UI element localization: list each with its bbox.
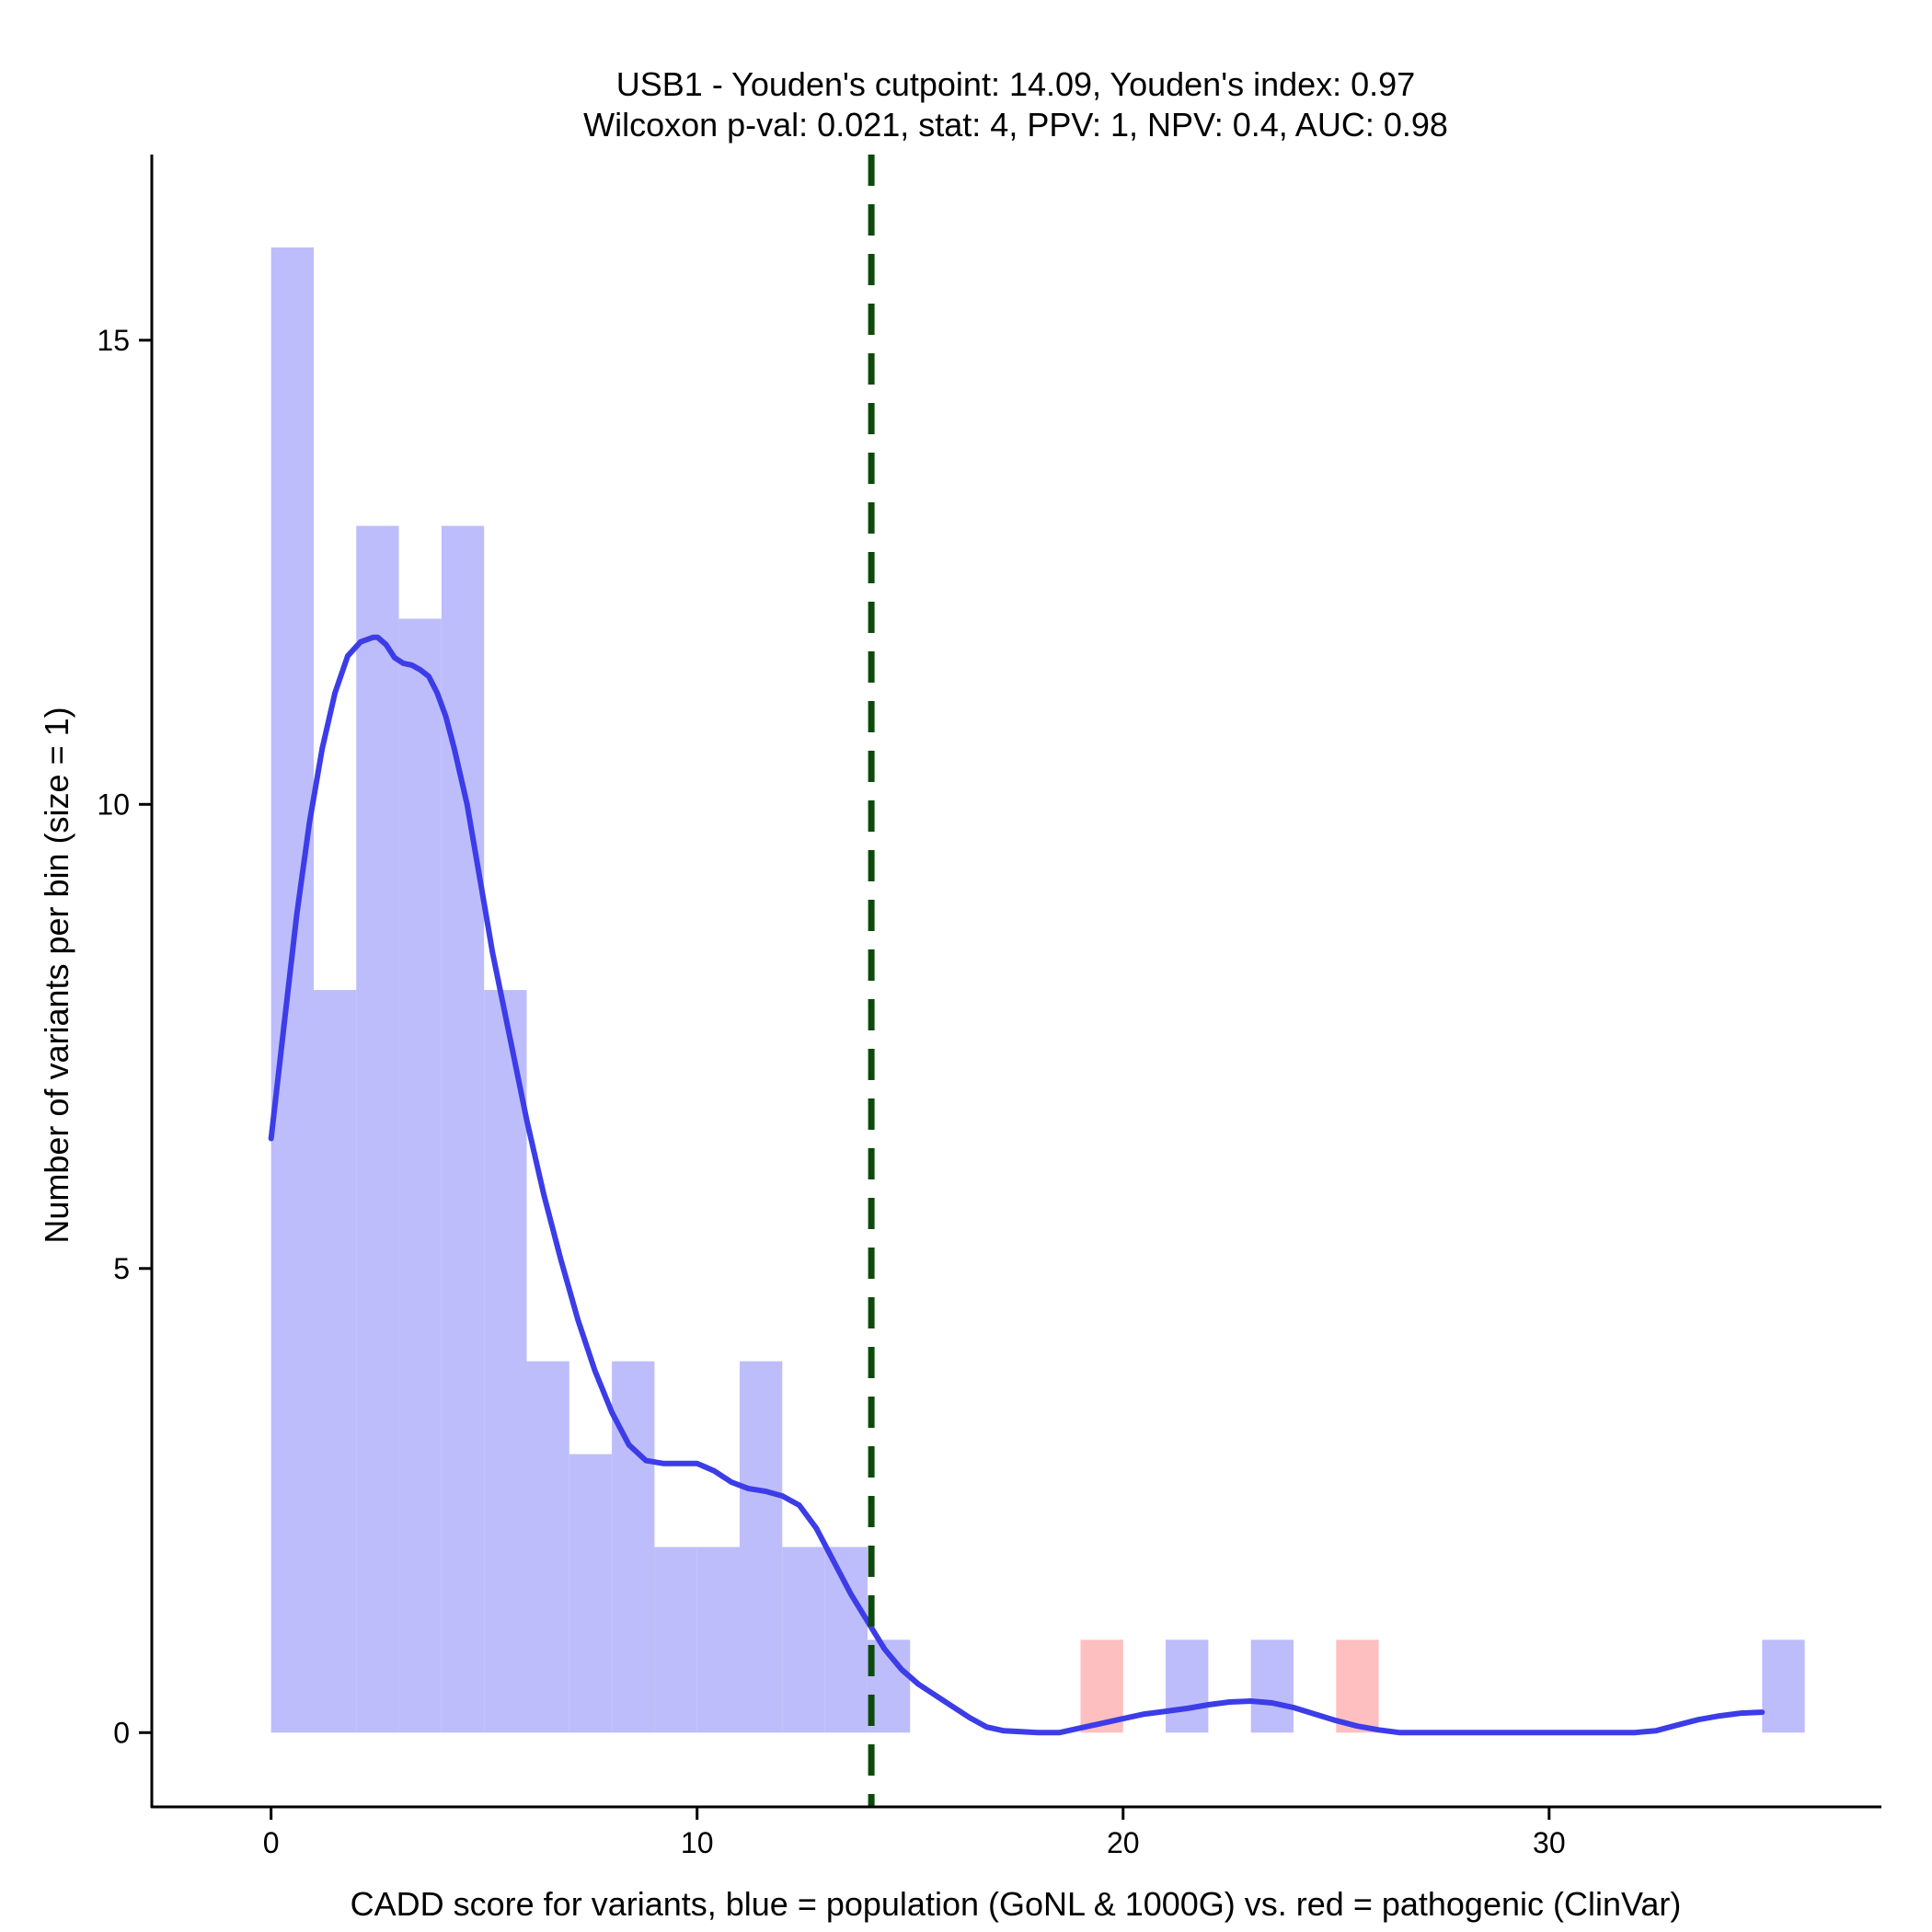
pathogenic-bar-1 bbox=[1336, 1639, 1379, 1733]
population-bar-10 bbox=[696, 1547, 741, 1733]
x-tick-label-2: 20 bbox=[1107, 1826, 1140, 1859]
axes bbox=[150, 155, 1881, 1809]
population-bar-11 bbox=[740, 1361, 783, 1733]
x-tick-label-1: 10 bbox=[681, 1826, 714, 1859]
y-axis-label: Number of variants per bin (size = 1) bbox=[38, 707, 75, 1243]
ticks: 0 10 20 30 0 5 10 15 bbox=[97, 324, 1565, 1859]
population-bar-13 bbox=[824, 1547, 868, 1733]
population-bar-0 bbox=[270, 247, 314, 1733]
population-bar-5 bbox=[484, 990, 527, 1733]
y-tick-label-0: 0 bbox=[113, 1716, 130, 1749]
density-curve-group bbox=[268, 634, 1765, 1736]
y-tick-label-1: 5 bbox=[113, 1252, 130, 1285]
x-tick-label-3: 30 bbox=[1533, 1826, 1566, 1859]
histogram-bars bbox=[270, 247, 1805, 1733]
population-bar-15 bbox=[1166, 1639, 1209, 1733]
population-bar-12 bbox=[782, 1547, 825, 1733]
population-bar-2 bbox=[356, 525, 399, 1733]
population-bar-17 bbox=[1762, 1639, 1805, 1733]
population-bar-6 bbox=[526, 1361, 569, 1733]
population-bar-3 bbox=[398, 618, 442, 1733]
chart-title-line-1: USB1 - Youden's cutpoint: 14.09, Youden'… bbox=[616, 65, 1415, 103]
population-bar-9 bbox=[654, 1547, 697, 1733]
x-tick-label-0: 0 bbox=[263, 1826, 280, 1859]
population-bar-7 bbox=[569, 1454, 613, 1733]
x-axis-label: CADD score for variants, blue = populati… bbox=[351, 1885, 1682, 1923]
pathogenic-bar-0 bbox=[1080, 1639, 1123, 1733]
chart-title-line-2: Wilcoxon p-val: 0.021, stat: 4, PPV: 1, … bbox=[583, 106, 1448, 144]
population-bar-8 bbox=[612, 1361, 655, 1733]
density-curve bbox=[268, 634, 1765, 1736]
population-bar-1 bbox=[313, 990, 357, 1733]
population-bar-16 bbox=[1250, 1639, 1294, 1733]
population-bar-4 bbox=[441, 525, 485, 1733]
chart-title: USB1 - Youden's cutpoint: 14.09, Youden'… bbox=[583, 65, 1448, 144]
y-tick-label-3: 15 bbox=[97, 324, 130, 357]
y-tick-label-2: 10 bbox=[97, 788, 130, 821]
